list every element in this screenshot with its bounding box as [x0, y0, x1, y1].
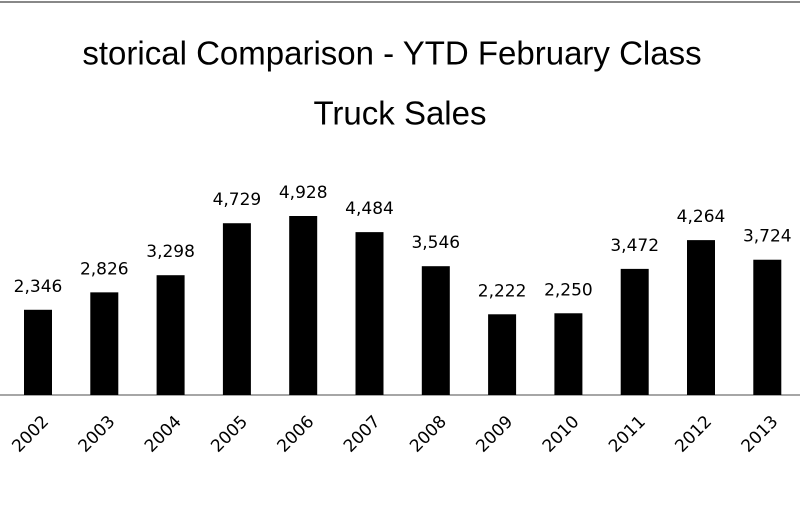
bar [90, 292, 119, 395]
bar [222, 223, 251, 395]
data-label: 4,264 [677, 207, 726, 227]
bar [355, 232, 384, 395]
data-label: 3,298 [146, 242, 195, 262]
data-label: 3,546 [411, 233, 460, 253]
bar [421, 266, 450, 395]
bar [753, 259, 782, 395]
chart-title: Truck Sales [314, 95, 487, 132]
data-label: 4,484 [345, 199, 394, 219]
chart-title: storical Comparison - YTD February Class [82, 35, 701, 72]
bar [620, 268, 649, 395]
bar [24, 309, 52, 395]
bar [554, 313, 583, 395]
data-label: 2,826 [80, 259, 129, 279]
bar [687, 240, 715, 395]
data-label: 2,250 [544, 280, 593, 300]
data-label: 2,346 [14, 277, 63, 297]
data-label: 3,472 [610, 236, 659, 256]
data-label: 4,928 [279, 183, 328, 203]
data-label: 2,222 [478, 281, 527, 301]
data-label: 3,724 [743, 227, 792, 247]
bar [156, 275, 185, 395]
bar [488, 314, 517, 395]
data-label: 4,729 [213, 190, 262, 210]
bar [289, 216, 318, 395]
